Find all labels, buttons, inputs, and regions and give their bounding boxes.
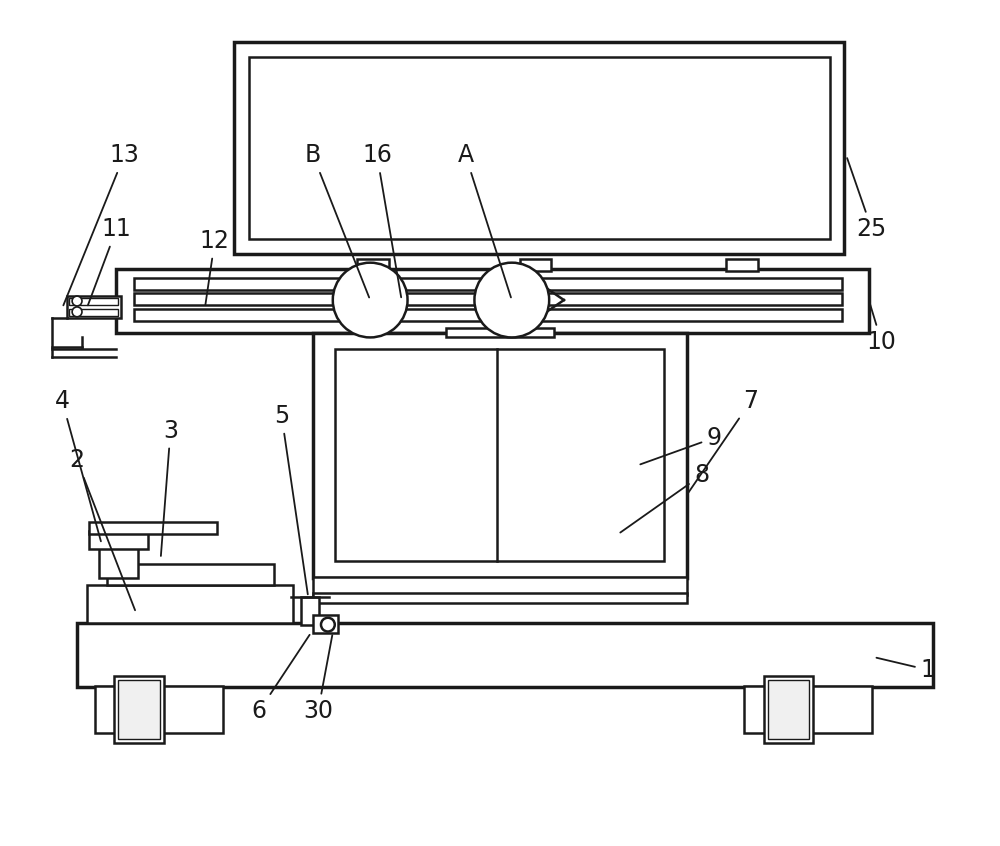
Bar [116, 268, 869, 332]
Circle shape [72, 296, 82, 306]
Circle shape [474, 262, 549, 338]
Bar [313, 332, 687, 579]
Bar [134, 278, 842, 290]
Text: 25: 25 [847, 158, 887, 241]
Bar [726, 259, 758, 271]
Text: 1: 1 [876, 657, 935, 682]
Text: 11: 11 [88, 217, 131, 305]
Bar [114, 676, 164, 743]
Bar [234, 42, 844, 254]
Text: 9: 9 [640, 426, 722, 464]
Circle shape [333, 262, 408, 338]
Bar [357, 259, 389, 271]
Bar [87, 585, 293, 623]
Bar [107, 563, 274, 585]
Bar [95, 685, 223, 733]
Text: 5: 5 [274, 404, 308, 595]
Bar [134, 309, 842, 321]
Circle shape [72, 307, 82, 316]
Bar [313, 615, 338, 633]
Text: 30: 30 [303, 635, 333, 723]
Circle shape [321, 618, 335, 631]
Bar [118, 679, 160, 739]
Bar [99, 525, 138, 579]
Text: 13: 13 [63, 144, 139, 305]
Text: 12: 12 [200, 229, 230, 305]
Text: B: B [305, 144, 369, 298]
Bar [69, 309, 118, 316]
Bar [350, 294, 388, 306]
Text: 7: 7 [688, 389, 758, 492]
Bar [301, 597, 319, 624]
Text: 6: 6 [252, 634, 310, 723]
Bar [744, 685, 872, 733]
Bar [768, 679, 809, 739]
Bar [134, 294, 842, 305]
Text: 10: 10 [867, 303, 897, 354]
Text: 4: 4 [55, 389, 101, 541]
Bar [520, 259, 551, 271]
Bar [446, 327, 554, 338]
Bar [69, 298, 118, 305]
Bar [492, 294, 530, 306]
Bar [67, 296, 121, 318]
Bar [362, 286, 378, 294]
Text: 3: 3 [161, 419, 178, 556]
Bar [249, 58, 830, 239]
Text: 16: 16 [362, 144, 401, 297]
Text: A: A [458, 144, 511, 298]
Bar [89, 522, 217, 534]
Bar [764, 676, 813, 743]
Bar [313, 593, 687, 603]
Bar [77, 623, 933, 687]
Text: 2: 2 [70, 448, 135, 610]
Bar [313, 578, 687, 595]
Text: 8: 8 [620, 463, 709, 532]
Bar [335, 349, 664, 561]
Bar [89, 531, 148, 549]
